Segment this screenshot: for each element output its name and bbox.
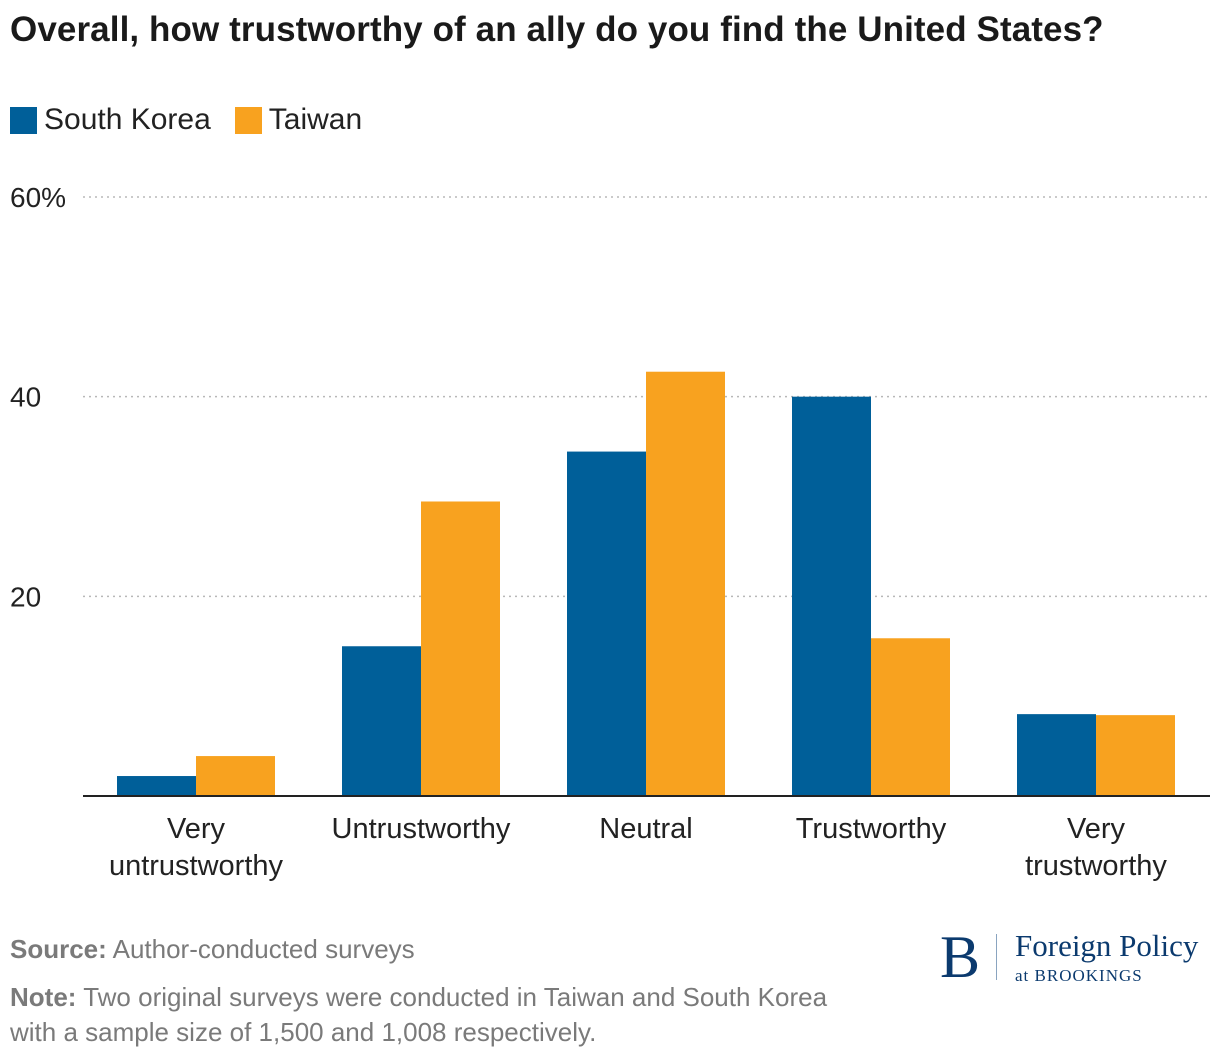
chart-title: Overall, how trustworthy of an ally do y… [10,10,1104,49]
logo-letter: B [940,924,981,990]
x-tick-label: Trustworthy [796,813,947,845]
bar-taiwan [1096,715,1175,796]
legend-swatch-south-korea [10,106,37,134]
note-label: Note: [10,982,77,1012]
y-tick-label: 40 [10,382,41,413]
bar-taiwan [646,371,725,796]
brookings-logo: B Foreign Policy at BROOKINGS [940,926,1215,988]
bar-taiwan [196,756,275,796]
y-tick-label: 60% [10,182,66,213]
source-text: Author-conducted surveys [112,934,415,964]
bar-south-korea [792,396,871,796]
legend-label-south-korea: South Korea [44,103,211,136]
legend: South Korea Taiwan [10,100,386,140]
x-tick-label: Neutral [599,813,693,845]
y-tick-label: 20 [10,581,41,612]
legend-item-south-korea: South Korea [10,103,211,137]
logo-sub: at BROOKINGS [1015,966,1143,985]
bar-south-korea [567,451,646,796]
bar-taiwan [421,501,500,796]
bar-chart: 20 40 60% Very untrustworthy Untrustworthy Neu… [10,182,1210,882]
bar-south-korea [1017,714,1096,796]
note-line: Note: Two original surveys were conducte… [10,980,850,1050]
logo-divider [996,934,997,980]
x-tick-label: Very trustworthy [1025,813,1167,882]
bar-south-korea [342,646,421,796]
logo-name: Foreign Policy [1015,928,1199,963]
legend-item-taiwan: Taiwan [234,103,363,137]
x-tick-label: Very untrustworthy [109,813,284,882]
note-text: Two original surveys were conducted in T… [10,982,828,1047]
legend-swatch-taiwan [234,106,262,134]
bar-south-korea [117,776,196,796]
x-tick-label: Untrustworthy [332,813,511,845]
bar-taiwan [871,638,950,796]
source-label: Source: [10,934,107,964]
source-line: Source: Author-conducted surveys [10,932,415,967]
legend-label-taiwan: Taiwan [268,103,363,136]
